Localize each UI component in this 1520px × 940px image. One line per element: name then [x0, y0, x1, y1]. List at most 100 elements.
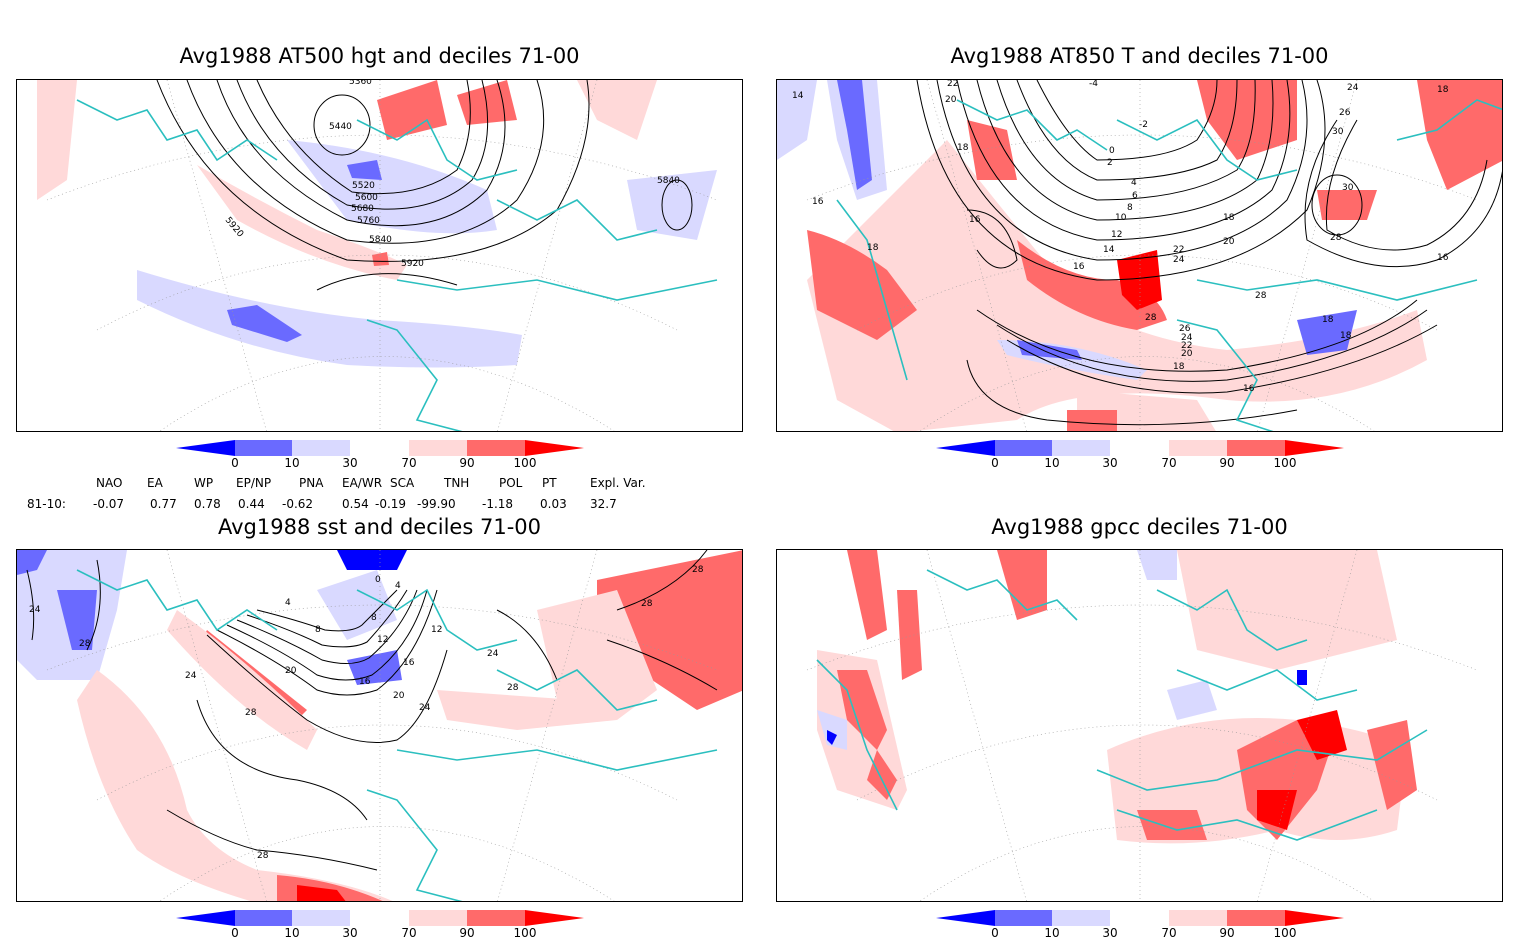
contour-label: 28 [1330, 233, 1342, 243]
map-gpcc [776, 549, 1503, 902]
contour-label: 12 [1111, 230, 1122, 240]
cbar-label: 70 [401, 456, 417, 470]
shade-blue-corner [17, 550, 47, 575]
index-value: 0.44 [238, 497, 265, 511]
contour-label: 24 [29, 605, 41, 615]
shade-red-ne [1197, 80, 1297, 160]
index-value: -0.62 [282, 497, 314, 511]
cbar-seg-4 [409, 910, 467, 926]
map-sst: 24 28 28 24 28 20 16 12 8 4 0 4 8 12 16 … [16, 549, 743, 902]
cbar-label: 70 [1161, 926, 1177, 940]
contour-label: 18 [957, 143, 969, 153]
index-value: -99.90 [417, 497, 456, 511]
cbar-seg-3 [350, 910, 409, 926]
shade-red-e [1317, 190, 1377, 220]
contour-label: 6 [1132, 191, 1138, 201]
contour-label: 22 [1181, 341, 1192, 351]
contour-label: 5600 [355, 193, 378, 203]
cbar-seg-5 [467, 910, 525, 926]
shade-blue-wd [837, 80, 872, 190]
cbar-seg-3 [350, 440, 409, 456]
shade-blue-n [337, 550, 407, 570]
cbar-seg-2 [1052, 910, 1110, 926]
shade-pink-2 [37, 80, 77, 200]
shade-pink-med [437, 690, 617, 730]
index-value: 32.7 [590, 497, 617, 511]
shade-blue-n [1137, 550, 1177, 580]
contour-label: 0 [1109, 146, 1115, 156]
index-header: Expl. Var. [590, 476, 646, 490]
contour-label: 22 [1173, 245, 1184, 255]
cbar-seg-0 [176, 440, 235, 456]
contour-label: 28 [1145, 313, 1157, 323]
index-header: PT [542, 476, 557, 490]
contour-label: 28 [257, 851, 269, 861]
contour-label: 24 [1181, 333, 1193, 343]
contour-label: 0 [375, 575, 381, 585]
cbar-label: 0 [231, 926, 239, 940]
contour-label: 12 [431, 625, 442, 635]
cbar-seg-1 [995, 440, 1052, 456]
map-at500-svg: 5440 5520 5600 5680 5760 5840 5920 5920 … [17, 80, 742, 431]
cbar-label: 10 [1044, 926, 1060, 940]
colorbar-top-right: 0 10 30 70 90 100 [936, 440, 1344, 472]
index-header: EA [147, 476, 163, 490]
contour-label: 16 [1073, 262, 1085, 272]
index-header: SCA [390, 476, 415, 490]
contour-label: 5680 [351, 204, 374, 214]
contour-label: 16 [969, 215, 981, 225]
shade-blue-w [817, 710, 847, 750]
shade-pink-big [807, 140, 1427, 431]
cbar-label: 100 [513, 456, 537, 470]
shade-blue-d [1297, 670, 1307, 685]
panel-title-at850: Avg1988 AT850 T and deciles 71-00 [950, 44, 1329, 68]
cbar-seg-0 [936, 910, 995, 926]
colorbar-bottom-right: 0 10 30 70 90 100 [936, 910, 1344, 940]
cbar-label: 90 [459, 926, 475, 940]
contour-label: 5760 [357, 216, 380, 226]
cbar-seg-5 [1227, 440, 1285, 456]
contour-label: 30 [1342, 183, 1354, 193]
cbar-label: 30 [342, 926, 358, 940]
contour-label: 20 [285, 666, 297, 676]
shade-blue-band [137, 270, 522, 368]
contour-label: 28 [79, 639, 91, 649]
colorbar-svg [176, 440, 584, 456]
shade-red-e [1367, 720, 1417, 810]
contour-label: 16 [1437, 253, 1449, 263]
shade-blue-dark [227, 305, 302, 342]
contour-label: 24 [1347, 83, 1359, 93]
contour-label: 16 [359, 677, 371, 687]
cbar-label: 100 [1273, 926, 1297, 940]
cbar-seg-2 [292, 910, 350, 926]
cbar-label: 70 [401, 926, 417, 940]
shade-blue-e [627, 170, 717, 240]
cbar-seg-5 [467, 440, 525, 456]
index-value: 0.78 [194, 497, 221, 511]
cbar-seg-0 [176, 910, 235, 926]
contour-label: 12 [377, 635, 388, 645]
contour-label: 18 [1340, 331, 1352, 341]
contour-label: 4 [1131, 178, 1137, 188]
cbar-seg-4 [409, 440, 467, 456]
index-value: -0.19 [375, 497, 407, 511]
cbar-seg-4 [1169, 910, 1227, 926]
cbar-seg-4 [1169, 440, 1227, 456]
contour-label: 20 [393, 691, 405, 701]
index-header: POL [499, 476, 523, 490]
cbar-label: 30 [342, 456, 358, 470]
index-value: -1.18 [482, 497, 514, 511]
shade-pink-c [167, 610, 317, 750]
shade-red-ne2 [1417, 80, 1502, 190]
cbar-seg-3 [1110, 910, 1169, 926]
index-value: 0.54 [342, 497, 369, 511]
contour-label: 24 [419, 703, 431, 713]
cbar-seg-3 [1110, 440, 1169, 456]
index-header: PNA [299, 476, 324, 490]
index-value: 0.77 [150, 497, 177, 511]
cbar-label: 90 [459, 456, 475, 470]
shade-red-sw [1067, 410, 1117, 431]
contour-label: -2 [1139, 120, 1148, 130]
index-header: WP [194, 476, 214, 490]
map-at850-svg: 22 20 14 18 16 16 18 16 14 12 10 8 6 4 2… [777, 80, 1502, 431]
